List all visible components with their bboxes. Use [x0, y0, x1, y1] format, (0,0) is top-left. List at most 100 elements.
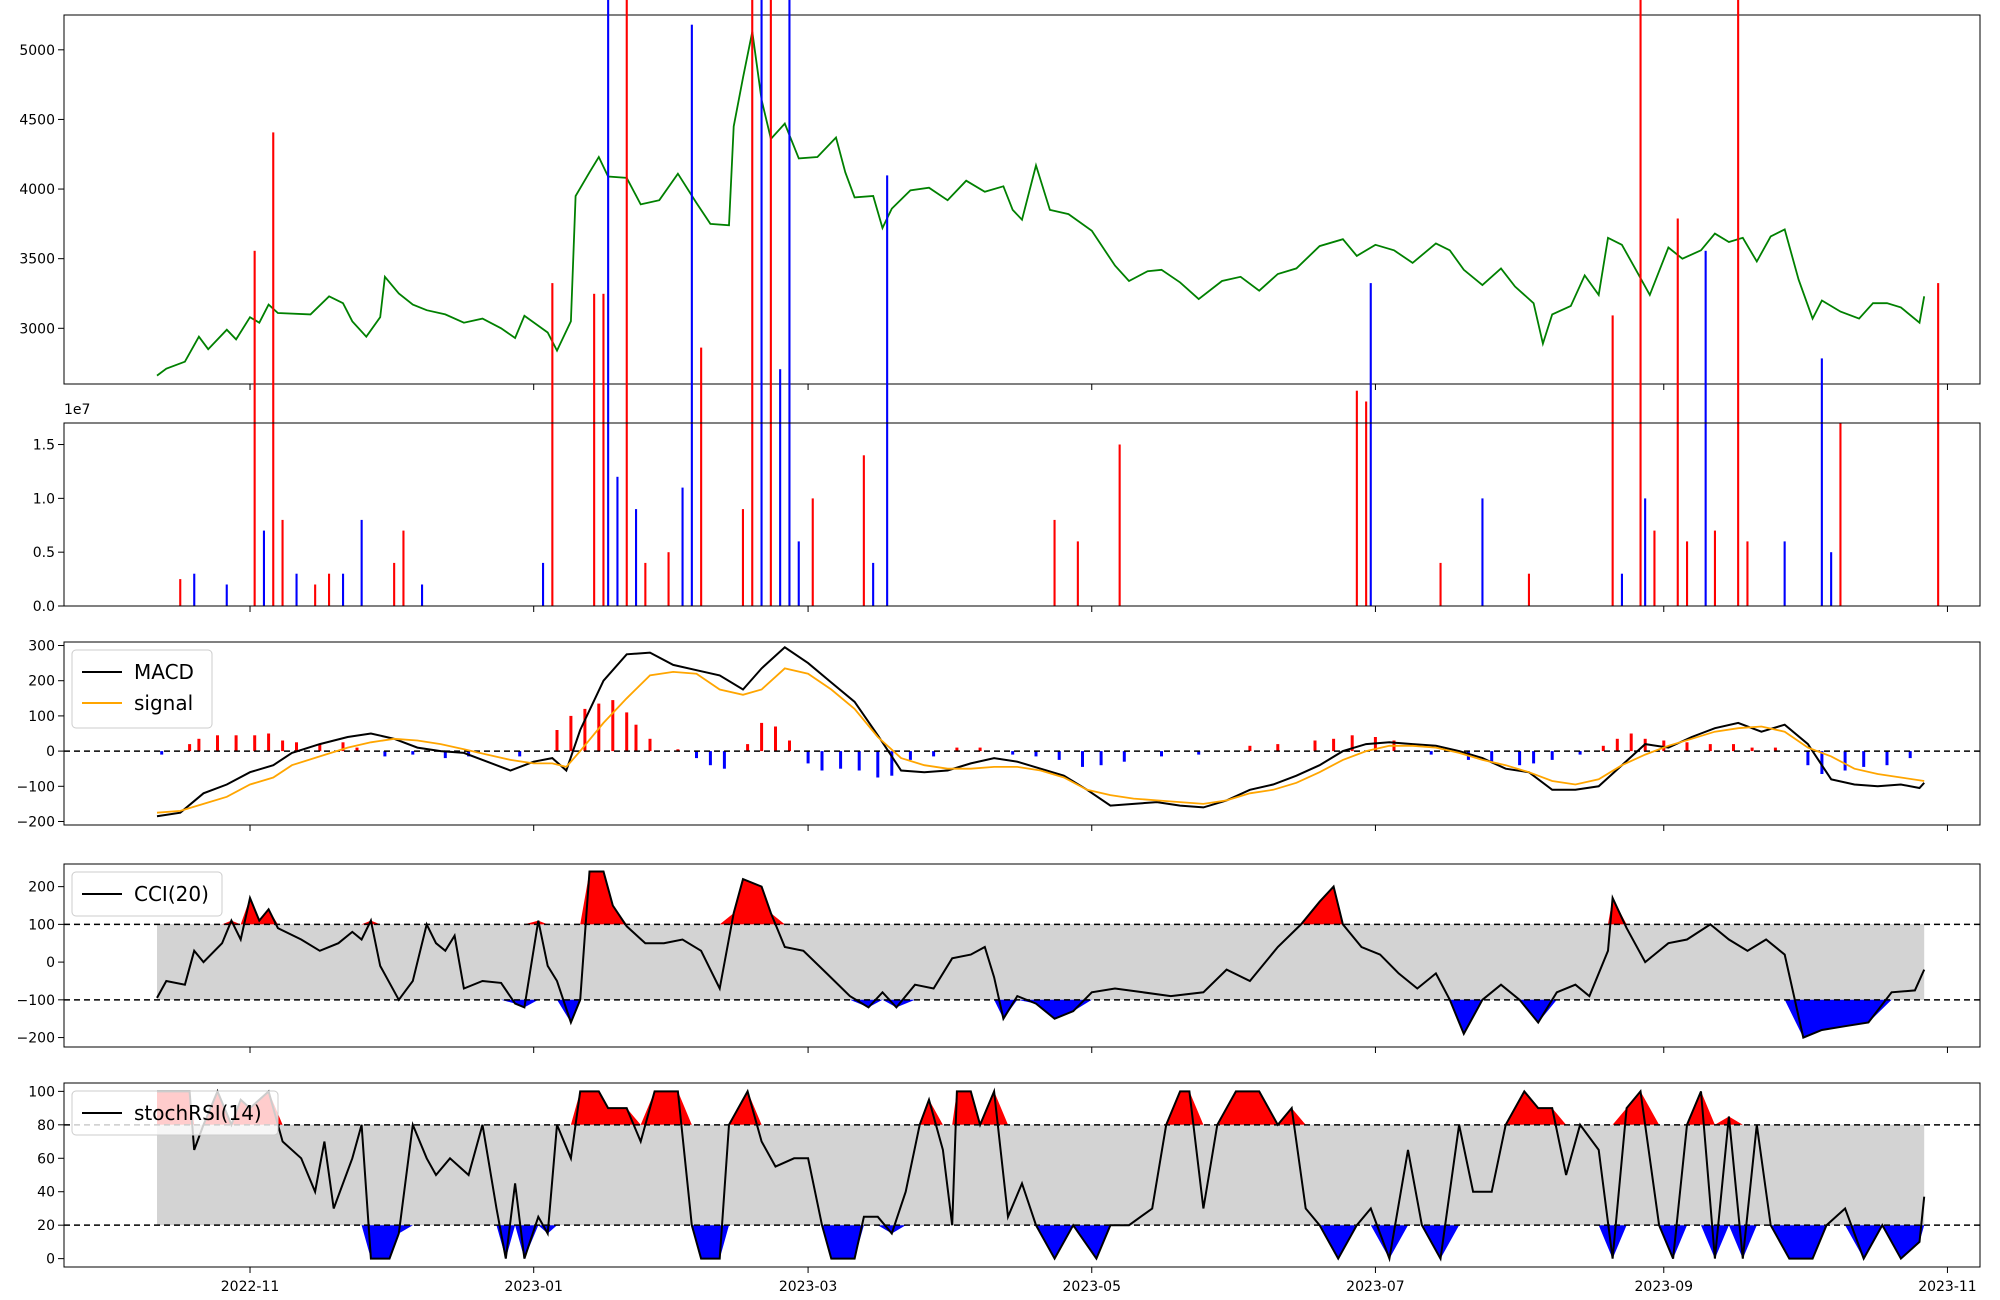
macd-histogram-bar: [1708, 744, 1712, 752]
cci-legend-box: [71, 871, 223, 917]
volume-panel-bg: [64, 423, 1980, 606]
macd-histogram-bar: [908, 751, 912, 760]
macd-histogram-bar: [160, 751, 164, 755]
volume-bar: [1369, 283, 1372, 606]
macd-ytick-label: 200: [28, 674, 55, 690]
cci-line: [156, 870, 1926, 1039]
volume-bar: [1611, 315, 1614, 606]
macd-histogram-bar: [318, 744, 322, 752]
macd-histogram-bar: [1843, 751, 1847, 771]
volume-bar: [751, 0, 754, 606]
volume-bar: [1527, 573, 1530, 606]
macd-histogram-bar: [1750, 747, 1754, 752]
macd-histogram-bar: [1197, 751, 1201, 755]
volume-bar: [1653, 530, 1656, 606]
macd-histogram-bar: [1615, 738, 1619, 752]
macd-histogram-bar: [267, 733, 271, 752]
macd-histogram-bar: [806, 751, 810, 764]
macd-histogram-bar: [555, 730, 559, 752]
macd-histogram-bar: [890, 751, 894, 776]
macd-histogram-bar: [1099, 751, 1103, 766]
cci-ytick-label: 200: [28, 880, 55, 896]
price-frame: [63, 14, 1981, 385]
macd-histogram-bar: [625, 712, 629, 752]
volume-bar: [1481, 498, 1484, 606]
volume-bar: [1439, 562, 1442, 606]
price-panel: 3000 3500 4000 4500 5000: [19, 14, 1981, 390]
stochrsi-line: [157, 1087, 1926, 1263]
macd-histogram-bar: [443, 751, 447, 759]
volume-bar: [700, 347, 703, 606]
volume-bar: [1820, 358, 1823, 606]
volume-bar: [872, 562, 875, 606]
volume-bar: [253, 250, 256, 607]
volume-bar: [779, 369, 782, 606]
volume-ytick-label: 1.0: [33, 491, 55, 507]
volume-bar: [402, 530, 405, 606]
macd-histogram-bar: [1011, 751, 1015, 755]
macd-line: [156, 646, 1925, 818]
stochrsi-panel: 0 20 40 60 80 100 2022-11 2023-01 2023-03 2023-05…: [28, 1082, 1981, 1295]
volume-bar: [1937, 283, 1940, 606]
x-tick-label: 2023-09: [1635, 1279, 1694, 1295]
macd-histogram-bar: [1248, 745, 1252, 752]
macd-ytick-label: 0: [46, 744, 55, 760]
macd-histogram-bar: [1732, 744, 1735, 752]
macd-histogram-bar: [676, 749, 680, 752]
price-ytick-label: 4500: [19, 112, 55, 128]
macd-legend: MACD signal: [71, 649, 213, 729]
volume-bar: [1644, 498, 1647, 606]
stochrsi-ytick-label: 20: [37, 1218, 55, 1234]
volume-bar: [760, 0, 763, 606]
macd-histogram-bar: [253, 735, 257, 752]
price-panel-bg: [64, 15, 1980, 384]
macd-frame: [63, 641, 1981, 826]
macd-histogram-bar: [1578, 751, 1582, 755]
macd-histogram-bar: [1490, 751, 1494, 762]
cci-ytick-label: −100: [17, 993, 55, 1009]
macd-histogram-bar: [1518, 751, 1522, 766]
stochrsi-legend: stochRSI(14): [71, 1090, 279, 1136]
volume-ytick-label: 1.5: [33, 438, 55, 454]
stochrsi-ytick-label: 60: [37, 1151, 55, 1167]
volume-bar: [1746, 541, 1749, 606]
stochrsi-legend-box: [71, 1090, 279, 1136]
macd-histogram-bar: [839, 751, 843, 769]
cci-ytick-label: 0: [46, 955, 55, 971]
stochrsi-ytick-label: 80: [37, 1118, 55, 1134]
macd-histogram-bar: [1550, 751, 1554, 760]
volume-bar: [421, 584, 424, 606]
volume-ytick-label: 0.0: [33, 599, 55, 615]
volume-bar: [1713, 530, 1716, 606]
volume-bar: [1118, 444, 1121, 606]
volume-bar: [644, 562, 647, 606]
volume-bar: [1737, 0, 1740, 606]
macd-panel: −200 −100 0 100 200 300 MACD signal: [17, 639, 1981, 831]
cci-panel: −200 −100 0 100 200 CCI(20): [17, 863, 1981, 1053]
macd-histogram-bar: [634, 724, 638, 752]
macd-histogram-bar: [1034, 751, 1038, 757]
macd-histogram-bar: [611, 700, 615, 752]
volume-bar: [542, 562, 545, 606]
macd-histogram-bar: [774, 726, 777, 752]
x-tick-label: 2023-11: [1918, 1279, 1977, 1295]
macd-histogram-bar: [281, 740, 285, 752]
volume-bar: [193, 573, 196, 606]
cci-legend: CCI(20): [71, 871, 223, 917]
volume-bar: [1839, 423, 1842, 606]
macd-histogram-bar: [188, 744, 192, 752]
stochrsi-ytick-label: 0: [46, 1252, 55, 1268]
macd-panel-bg: [64, 642, 1980, 825]
volume-bar: [393, 562, 396, 606]
volume-bar: [1704, 250, 1707, 607]
macd-histogram-bar: [932, 751, 936, 757]
macd-histogram-bar: [1601, 745, 1605, 752]
macd-histogram-bar: [955, 747, 959, 752]
macd-histogram-bar: [1276, 744, 1280, 752]
volume-bar: [788, 0, 791, 606]
macd-ytick-label: −100: [17, 779, 55, 795]
volume-panel: 0.0 0.5 1.0 1.5 1e7: [33, 0, 1981, 615]
x-tick-label: 2023-07: [1346, 1279, 1405, 1295]
volume-bar: [616, 476, 619, 606]
